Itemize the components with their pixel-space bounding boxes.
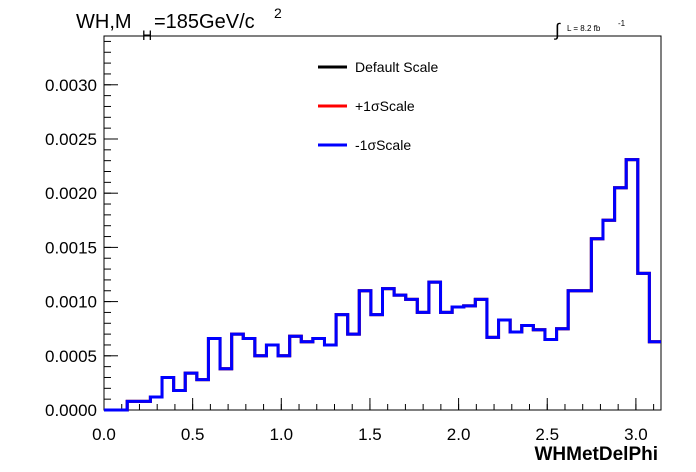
x-axis-title: WHMetDelPhi — [535, 444, 659, 465]
legend-label-minus: -1σScale — [355, 137, 411, 153]
x-axis-ticks: 0.0 0.5 1.0 1.5 2.0 2.5 3.0 — [92, 398, 655, 444]
luminosity-label: ∫ L = 8.2 fb -1 — [553, 19, 626, 40]
y-axis-ticks: 0.0000 0.0005 0.0010 0.0015 0.0020 0.0025 0.00… — [45, 40, 118, 420]
x-tick-label: 0.0 — [92, 425, 116, 444]
x-tick-label: 1.0 — [269, 425, 293, 444]
x-tick-label: 2.5 — [535, 425, 559, 444]
y-tick-label: 0.0010 — [45, 293, 97, 312]
y-tick-label: 0.0020 — [45, 184, 97, 203]
x-tick-label: 0.5 — [181, 425, 205, 444]
chart-title: WH,M H =185GeV/c 2 — [76, 5, 282, 43]
series-layer — [104, 158, 661, 412]
y-tick-label: 0.0015 — [45, 238, 97, 257]
lumi-superscript: -1 — [618, 19, 626, 28]
legend-label-plus: +1σScale — [355, 98, 415, 114]
y-tick-label: 0.0000 — [45, 401, 97, 420]
y-tick-label: 0.0025 — [45, 130, 97, 149]
title-superscript: 2 — [274, 5, 282, 21]
plot-frame — [103, 35, 662, 411]
x-tick-label: 2.0 — [447, 425, 471, 444]
integral-symbol: ∫ — [553, 20, 561, 40]
y-tick-label: 0.0005 — [45, 347, 97, 366]
title-rest: =185GeV/c — [154, 11, 255, 33]
y-tick-label: 0.0030 — [45, 76, 97, 95]
legend-label-default: Default Scale — [355, 59, 438, 75]
title-subscript: H — [142, 27, 152, 43]
lumi-text: L = 8.2 fb — [567, 24, 601, 33]
x-tick-label: 1.5 — [358, 425, 382, 444]
title-main: WH,M — [76, 11, 132, 33]
series-line-2 — [104, 158, 661, 412]
legend: Default Scale +1σScale -1σScale — [318, 59, 438, 153]
x-tick-label: 3.0 — [624, 425, 648, 444]
